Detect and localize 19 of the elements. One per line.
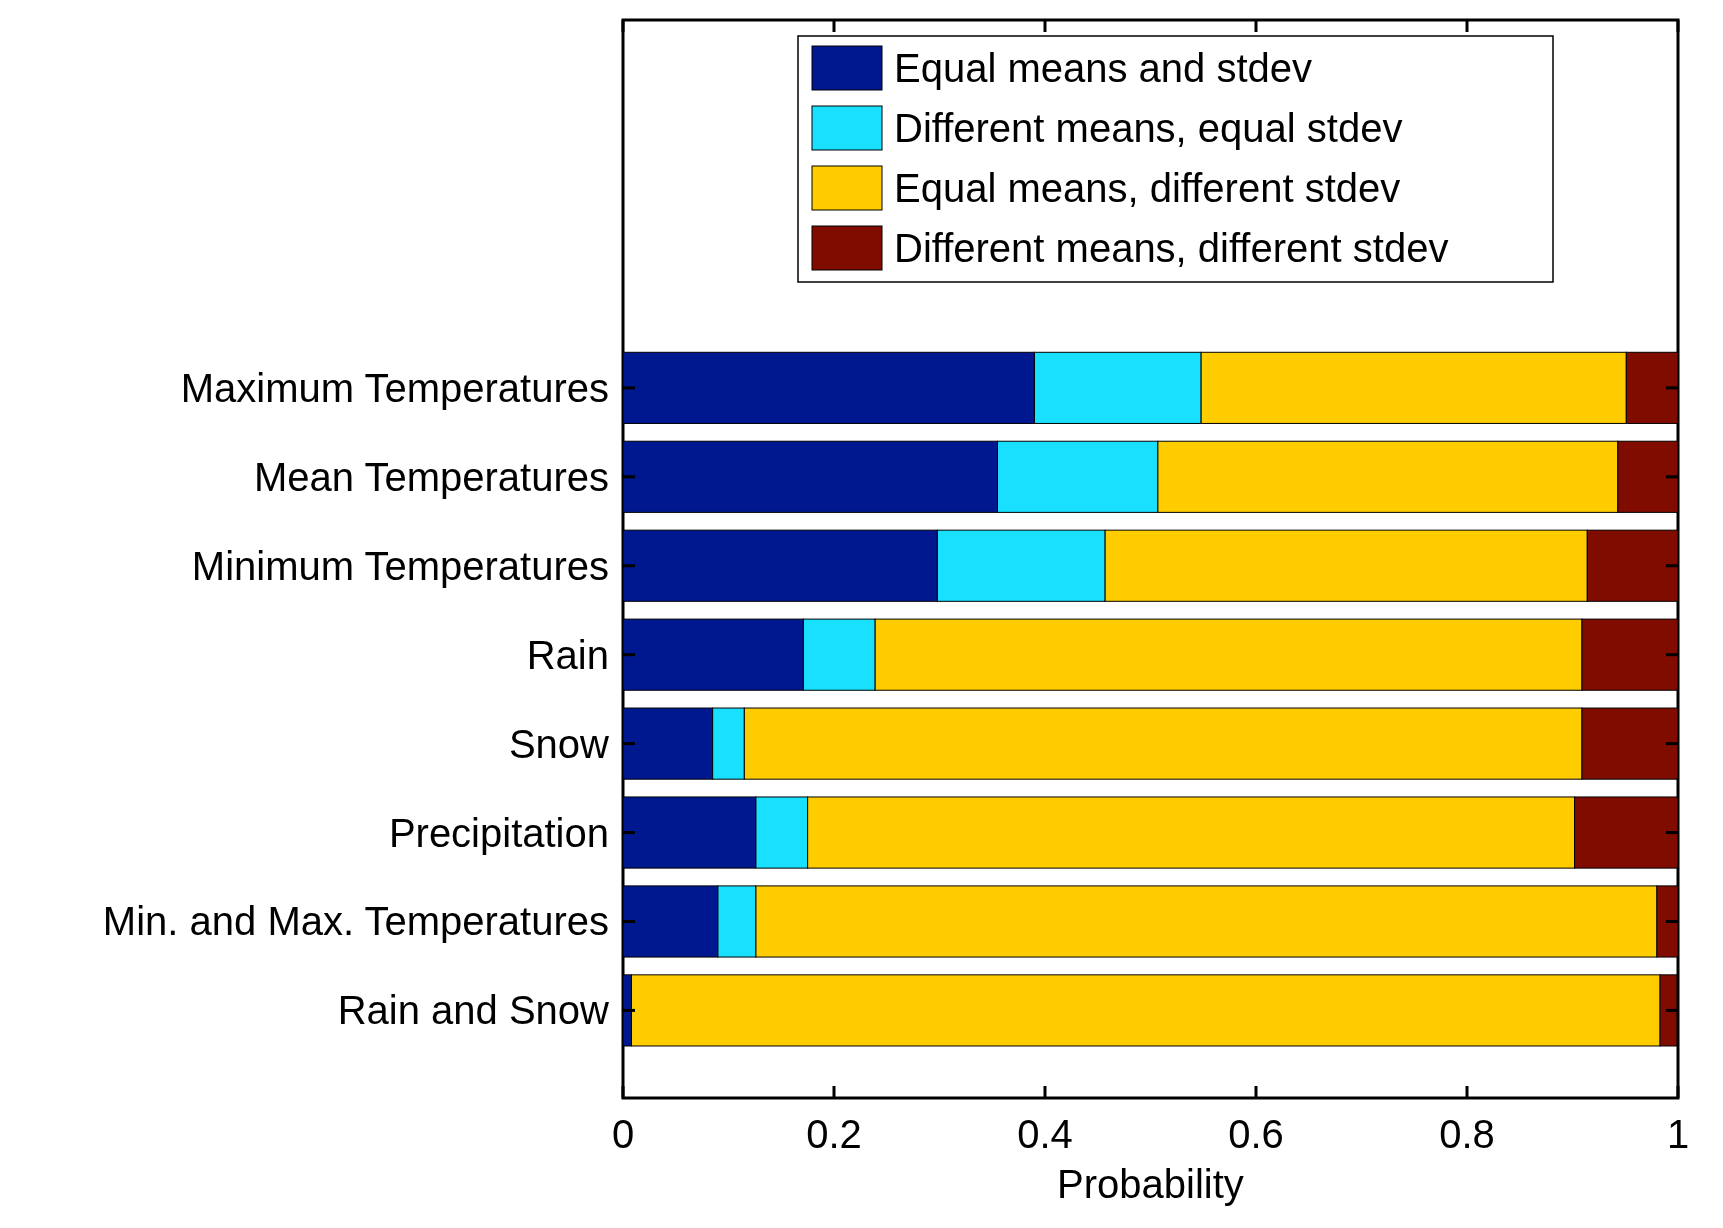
y-tick-label: Rain [526, 632, 609, 677]
y-tick-label: Minimum Temperatures [191, 543, 609, 588]
y-tick-label: Maximum Temperatures [180, 365, 609, 410]
legend-label: Different means, different stdev [894, 226, 1449, 270]
legend-label: Equal means and stdev [894, 46, 1313, 90]
x-tick-label: 0.6 [1228, 1112, 1284, 1156]
x-tick-label: 0.2 [806, 1112, 862, 1156]
legend-label: Equal means, different stdev [894, 166, 1401, 210]
y-tick-label: Mean Temperatures [254, 454, 609, 499]
y-tick-label: Min. and Max. Temperatures [102, 899, 609, 944]
x-tick-label: 1 [1666, 1112, 1690, 1156]
legend-label: Different means, equal stdev [894, 106, 1403, 150]
x-axis-title: Probability [1057, 1162, 1244, 1206]
y-tick-label: Rain and Snow [337, 988, 610, 1033]
x-tick-label: 0.4 [1017, 1112, 1073, 1156]
x-tick-label: 0 [611, 1112, 635, 1156]
y-tick-label: Precipitation [388, 810, 609, 855]
x-tick-label: 0.8 [1439, 1112, 1495, 1156]
y-tick-label: Snow [508, 721, 610, 766]
